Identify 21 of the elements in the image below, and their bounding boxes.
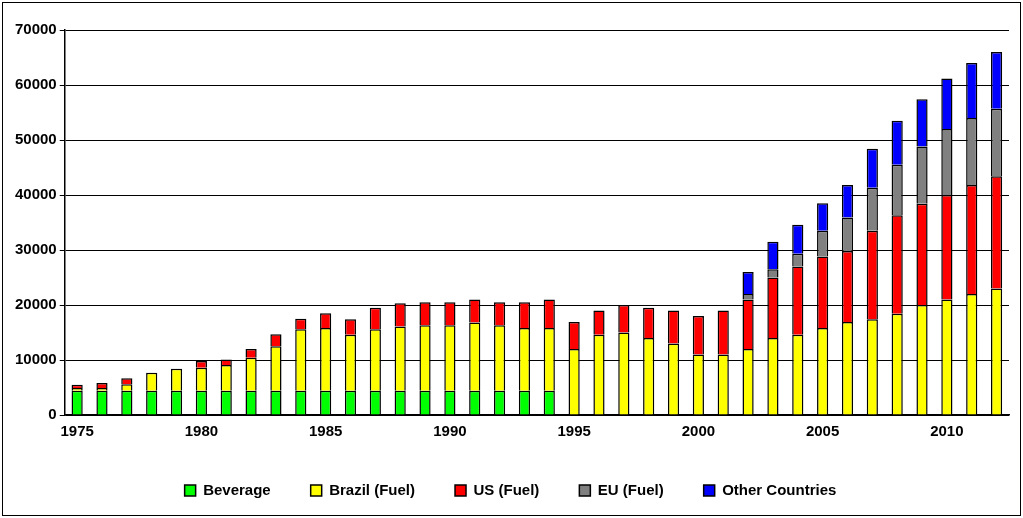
legend-label: Brazil (Fuel) xyxy=(329,480,416,498)
legend-label: Other Countries xyxy=(722,480,837,498)
legend-label: US (Fuel) xyxy=(473,480,540,498)
y-tick-label: 30000 xyxy=(14,240,57,258)
x-tick-label: 1985 xyxy=(308,422,343,440)
y-tick-label: 70000 xyxy=(14,20,57,38)
x-tick-label: 1975 xyxy=(60,422,94,440)
y-tick-label: 0 xyxy=(48,405,57,423)
x-tick-label: 1980 xyxy=(184,422,219,440)
x-tick-label: 1995 xyxy=(557,422,591,440)
x-tick-label: 1990 xyxy=(433,422,467,440)
y-tick-label: 20000 xyxy=(14,295,57,313)
legend-label: EU (Fuel) xyxy=(597,480,664,498)
x-tick-label: 2005 xyxy=(805,422,840,440)
y-tick-label: 10000 xyxy=(14,350,57,368)
x-tick-label: 2000 xyxy=(681,422,716,440)
y-tick-label: 60000 xyxy=(14,75,57,93)
legend-label: Beverage xyxy=(203,480,271,498)
x-tick-label: 2010 xyxy=(930,422,964,440)
y-tick-label: 50000 xyxy=(14,130,57,148)
y-tick-label: 40000 xyxy=(14,185,57,203)
